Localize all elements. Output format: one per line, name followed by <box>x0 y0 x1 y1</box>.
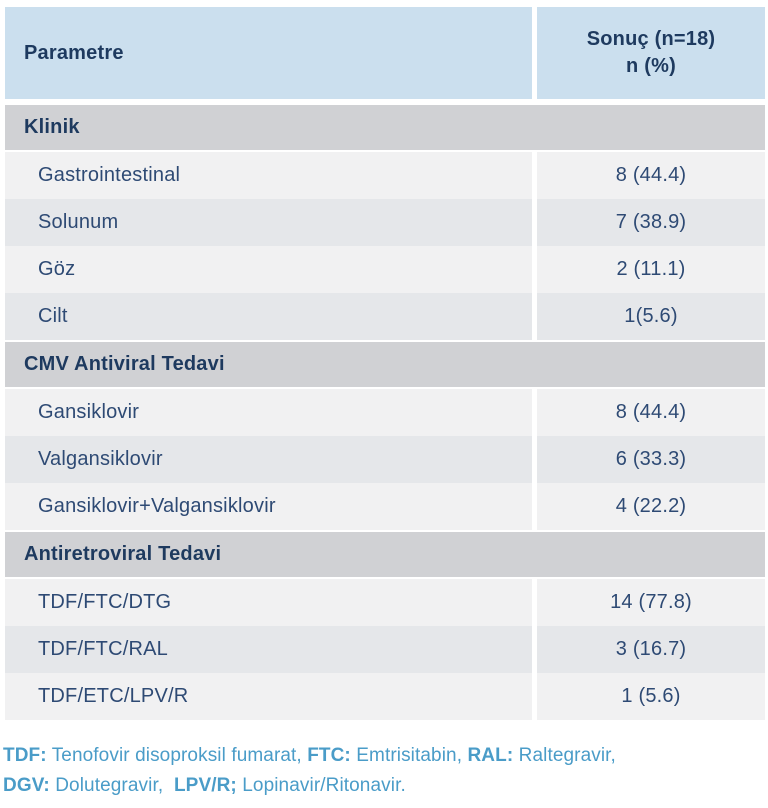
footnote-text: Emtrisitabin, <box>350 745 468 766</box>
table-row: Gastrointestinal 8 (44.4) <box>5 152 765 199</box>
table-row: Solunum 7 (38.9) <box>5 199 765 246</box>
table-row: Gansiklovir+Valgansiklovir 4 (22.2) <box>5 483 765 530</box>
column-header-sonuc: Sonuç (n=18) n (%) <box>537 7 765 99</box>
table-row: TDF/ETC/LPV/R 1 (5.6) <box>5 673 765 720</box>
column-divider <box>532 246 537 293</box>
row-value: 3 (16.7) <box>615 638 687 660</box>
results-table: Parametre Sonuç (n=18) n (%) Klinik Gastr… <box>5 7 765 720</box>
table-row: TDF/FTC/DTG 14 (77.8) <box>5 579 765 626</box>
row-value: 7 (38.9) <box>615 211 687 233</box>
row-value: 8 (44.4) <box>615 164 687 186</box>
footnote-abbr: LPV/R; <box>173 775 237 796</box>
section-label: Antiretroviral Tedavi <box>24 543 222 565</box>
row-value: 4 (22.2) <box>615 495 687 517</box>
section-label: CMV Antiviral Tedavi <box>24 353 225 375</box>
row-value: 14 (77.8) <box>610 591 692 613</box>
row-value: 6 (33.3) <box>615 448 687 470</box>
table-row: TDF/FTC/RAL 3 (16.7) <box>5 626 765 673</box>
footnote-abbr: TDF: <box>3 745 47 766</box>
footnote-abbr: FTC: <box>307 745 351 766</box>
column-divider <box>532 293 537 340</box>
column-divider <box>532 436 537 483</box>
table-body: Klinik Gastrointestinal 8 (44.4) Solunum 7 (… <box>5 103 765 720</box>
section-label: Klinik <box>24 116 80 138</box>
column-header-parametre: Parametre <box>24 41 124 64</box>
row-label: Gansiklovir+Valgansiklovir <box>38 495 276 517</box>
column-header-sonuc-line1: Sonuç (n=18) <box>586 28 716 50</box>
footnote: TDF: Tenofovir disoproksil fumarat, FTC:… <box>3 741 763 801</box>
footnote-abbr: DGV: <box>3 775 50 796</box>
section-row: CMV Antiviral Tedavi <box>5 340 765 389</box>
row-label: Gansiklovir <box>38 401 140 423</box>
column-divider <box>532 7 537 99</box>
table-row: Cilt 1(5.6) <box>5 293 765 340</box>
footnote-text: Tenofovir disoproksil fumarat, <box>46 745 308 766</box>
table-row: Gansiklovir 8 (44.4) <box>5 389 765 436</box>
row-value: 8 (44.4) <box>615 401 687 423</box>
row-label: TDF/FTC/DTG <box>38 591 172 613</box>
column-divider <box>532 579 537 626</box>
column-header-sonuc-line2: n (%) <box>626 55 676 77</box>
row-label: Cilt <box>38 305 68 327</box>
row-value: 1(5.6) <box>624 305 678 327</box>
footnote-text: Lopinavir/Ritonavir. <box>236 775 406 796</box>
row-label: Göz <box>38 258 76 280</box>
table-row: Valgansiklovir 6 (33.3) <box>5 436 765 483</box>
column-divider <box>532 673 537 720</box>
row-label: Solunum <box>38 211 119 233</box>
footnote-text: Dolutegravir, <box>49 775 174 796</box>
section-row: Antiretroviral Tedavi <box>5 530 765 579</box>
row-label: TDF/FTC/RAL <box>38 638 168 660</box>
row-value: 2 (11.1) <box>616 258 686 280</box>
row-label: Valgansiklovir <box>38 448 163 470</box>
footnote-text: Raltegravir, <box>518 745 616 766</box>
column-divider <box>532 626 537 673</box>
column-divider <box>532 483 537 530</box>
row-value: 1 (5.6) <box>621 685 681 707</box>
table-row: Göz 2 (11.1) <box>5 246 765 293</box>
column-divider <box>532 199 537 246</box>
row-label: TDF/ETC/LPV/R <box>38 685 189 707</box>
table-header-row: Parametre Sonuç (n=18) n (%) <box>5 7 765 99</box>
column-divider <box>532 389 537 436</box>
section-row: Klinik <box>5 103 765 152</box>
column-divider <box>532 152 537 199</box>
footnote-abbr: RAL: <box>467 745 514 766</box>
row-label: Gastrointestinal <box>38 164 181 186</box>
